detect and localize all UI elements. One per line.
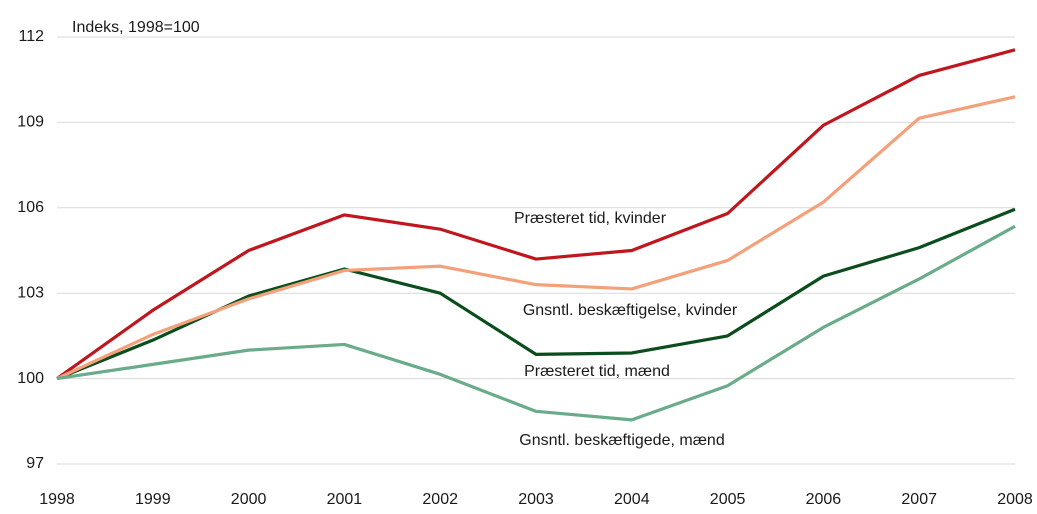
x-tick-label: 2005 <box>710 491 746 508</box>
y-tick-label: 100 <box>17 370 44 387</box>
y-tick-label: 106 <box>17 199 44 216</box>
y-tick-label: 103 <box>17 284 44 301</box>
series-label: Præsteret tid, kvinder <box>514 210 667 227</box>
x-tick-label: 2004 <box>614 491 650 508</box>
x-tick-label: 2000 <box>231 491 267 508</box>
x-tick-label: 2008 <box>997 491 1033 508</box>
series-line <box>56 224 1016 422</box>
series-label: Gnsntl. beskæftigede, mænd <box>519 432 724 449</box>
y-tick-label: 97 <box>26 455 44 472</box>
x-tick-label: 2006 <box>806 491 842 508</box>
x-tick-label: 2007 <box>901 491 937 508</box>
series-line <box>56 48 1016 380</box>
series-line <box>56 95 1016 381</box>
series-label: Præsteret tid, mænd <box>524 363 670 380</box>
y-tick-label: 112 <box>18 28 44 45</box>
y-tick-label: 109 <box>17 114 44 131</box>
x-tick-label: 1999 <box>135 491 171 508</box>
x-tick-label: 2002 <box>422 491 458 508</box>
x-tick-label: 2003 <box>518 491 554 508</box>
x-tick-label: 2001 <box>327 491 363 508</box>
series-line <box>56 207 1016 381</box>
y-axis-label: Indeks, 1998=100 <box>72 19 200 36</box>
x-tick-label: 1998 <box>39 491 75 508</box>
series-label: Gnsntl. beskæftigelse, kvinder <box>523 302 738 319</box>
